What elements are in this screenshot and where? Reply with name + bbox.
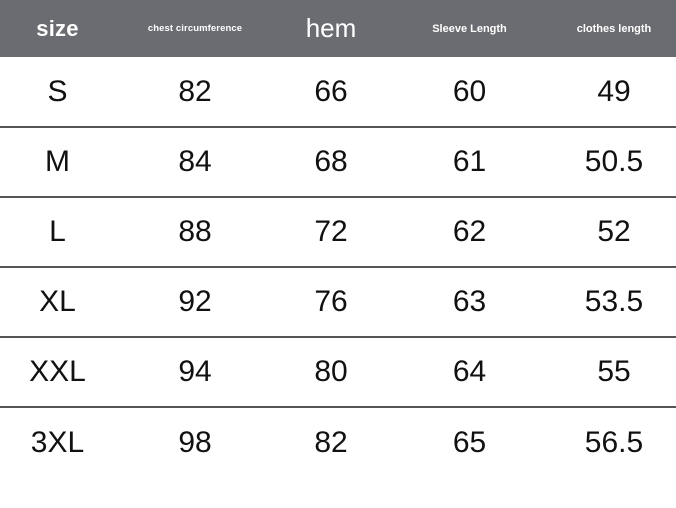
cell-clothes: 55 xyxy=(597,355,631,388)
cell-size: M xyxy=(45,145,70,178)
table-row: XL 92 76 63 53.5 xyxy=(0,267,676,337)
table-row: M 84 68 61 50.5 xyxy=(0,127,676,197)
cell-hem: 66 xyxy=(314,74,348,108)
cell-chest: 82 xyxy=(178,74,212,108)
cell-chest: 94 xyxy=(178,355,212,388)
cell-hem: 80 xyxy=(314,355,348,388)
table-header: size chest circumference hem Sleeve Leng… xyxy=(0,0,676,57)
cell-chest: 92 xyxy=(178,285,212,318)
cell-size: XL xyxy=(39,285,76,318)
cell-clothes: 53.5 xyxy=(584,285,644,318)
cell-hem: 82 xyxy=(314,425,348,459)
cell-hem: 76 xyxy=(314,285,348,318)
table-header-row: size chest circumference hem Sleeve Leng… xyxy=(0,0,676,57)
cell-chest: 88 xyxy=(178,215,212,248)
cell-sleeve: 62 xyxy=(452,215,487,248)
cell-hem: 68 xyxy=(314,145,348,178)
cell-sleeve: 65 xyxy=(452,425,487,459)
cell-hem: 72 xyxy=(314,215,348,248)
cell-clothes: 50.5 xyxy=(584,145,644,178)
column-header-sleeve: Sleeve Length xyxy=(432,22,507,35)
cell-sleeve: 64 xyxy=(452,355,487,388)
cell-size: S xyxy=(47,74,68,108)
cell-clothes: 52 xyxy=(597,215,631,248)
column-header-hem: hem xyxy=(305,13,357,43)
table-body: S 82 66 60 49 M 84 68 61 50.5 L 88 72 62… xyxy=(0,57,676,477)
size-chart-table: size chest circumference hem Sleeve Leng… xyxy=(0,0,676,477)
table-row: XXL 94 80 64 55 xyxy=(0,337,676,407)
column-header-clothes: clothes length xyxy=(576,22,652,35)
cell-clothes: 49 xyxy=(597,74,631,108)
table-row: L 88 72 62 52 xyxy=(0,197,676,267)
column-header-chest: chest circumference xyxy=(147,23,243,34)
cell-chest: 84 xyxy=(178,145,212,178)
table-row: S 82 66 60 49 xyxy=(0,57,676,127)
cell-size: 3XL xyxy=(30,425,85,459)
cell-chest: 98 xyxy=(178,425,212,459)
cell-sleeve: 61 xyxy=(452,145,487,178)
cell-size: XXL xyxy=(29,355,86,388)
cell-size: L xyxy=(49,215,66,248)
cell-sleeve: 60 xyxy=(452,74,487,108)
cell-clothes: 56.5 xyxy=(584,425,644,459)
column-header-size: size xyxy=(36,15,79,41)
cell-sleeve: 63 xyxy=(452,285,487,318)
table-row: 3XL 98 82 65 56.5 xyxy=(0,407,676,477)
